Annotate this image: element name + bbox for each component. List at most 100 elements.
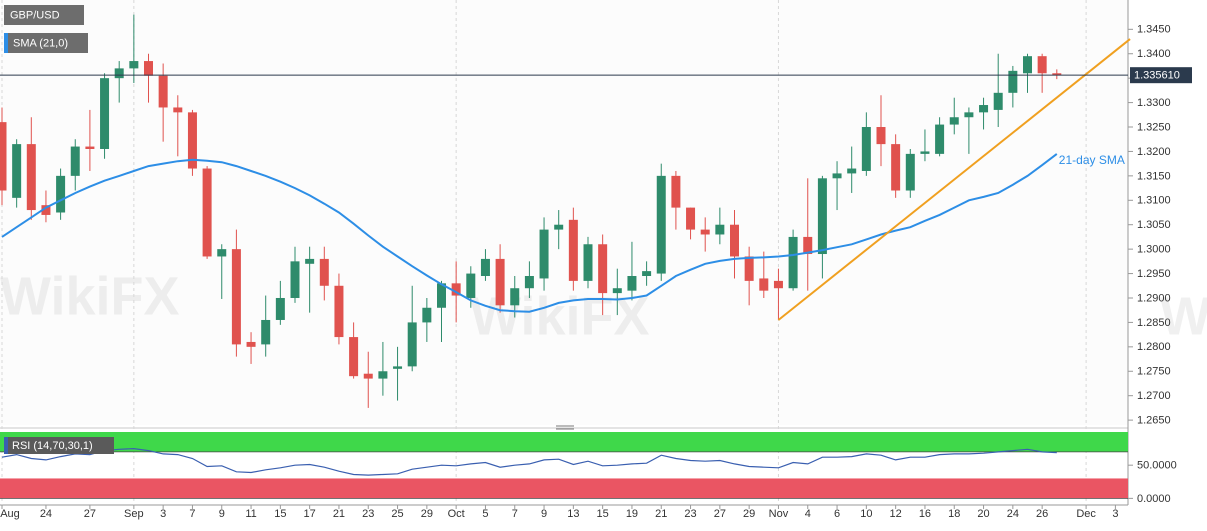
candle-body [56, 175, 66, 213]
sma-legend-label: SMA (21,0) [13, 37, 68, 49]
candle-body [905, 153, 915, 191]
x-tick-label: 5 [482, 508, 488, 520]
candle-body [773, 280, 783, 289]
candle-body [26, 144, 36, 211]
candle-body [261, 319, 271, 345]
candle-body [744, 256, 754, 281]
candle-body [349, 337, 359, 377]
x-tick-label: Sep [124, 508, 144, 520]
x-tick-label: 12 [890, 508, 902, 520]
candle-body [949, 117, 959, 125]
symbol-label: GBP/USD [10, 9, 60, 21]
candle-body [319, 258, 329, 286]
x-tick-label: 9 [541, 508, 547, 520]
x-tick-label: 16 [919, 508, 931, 520]
candle-body [217, 249, 227, 257]
y-tick-label: 1.3100 [1137, 195, 1171, 207]
x-tick-label: 27 [84, 508, 96, 520]
x-tick-label: 25 [391, 508, 403, 520]
candle-body [803, 236, 813, 255]
x-tick-label: Dec [1076, 508, 1096, 520]
x-tick-label: Nov [769, 508, 789, 520]
rsi-band [0, 432, 1128, 452]
sma-line [1, 153, 1058, 313]
watermark: WikiFX [0, 266, 180, 326]
x-tick-label: 7 [512, 508, 518, 520]
y-tick-label: 1.3200 [1137, 146, 1171, 158]
candle-body [407, 322, 417, 367]
x-tick-label: 19 [626, 508, 638, 520]
candle-body [187, 112, 197, 169]
legend: GBP/USD SMA (21,0) RSI (14,70,30,1) [4, 5, 114, 454]
x-tick-label: 17 [304, 508, 316, 520]
y-tick-label: 1.3300 [1137, 97, 1171, 109]
candle-body [612, 288, 622, 294]
sma-legend-box [4, 33, 88, 53]
candle-body [100, 78, 110, 149]
rsi-line [1, 447, 1057, 476]
candle-body [920, 151, 930, 154]
candle-body [1037, 56, 1047, 74]
candle-body [876, 127, 886, 145]
rsi-legend-box [4, 437, 114, 454]
candle-body [173, 107, 183, 113]
x-tick-label: 3 [1112, 508, 1118, 520]
candle-body [1023, 56, 1032, 74]
x-tick-label: 15 [597, 508, 609, 520]
candle-body [246, 341, 256, 347]
candle-body [583, 244, 593, 281]
rsi-band [0, 478, 1128, 499]
candle-body [568, 219, 578, 281]
candle-body [964, 112, 974, 118]
plot-layer: Aug 24 27 Sep 3 7 9 11 15 17 21 23 25 29 Oct 5 7 9 13 15 19 2… [0, 0, 1192, 520]
candle-body [832, 173, 842, 179]
x-tick-label: 29 [743, 508, 755, 520]
candle-body [700, 229, 710, 235]
candle-body [598, 244, 608, 294]
candle-body [759, 278, 769, 291]
y-tick-label: 1.2800 [1137, 341, 1171, 353]
candle-body [730, 224, 739, 257]
candle-body [70, 146, 80, 176]
candle-body [437, 283, 446, 308]
candle-body [495, 258, 505, 306]
candle-body [158, 75, 168, 108]
candle-body [539, 229, 549, 279]
candle-body [788, 236, 798, 289]
candle-body [334, 285, 344, 338]
y-tick-label: 1.2850 [1137, 317, 1171, 329]
candle-body [993, 92, 1003, 110]
y-tick-label: 1.3450 [1137, 24, 1171, 36]
sma-annotation: 21-day SMA [1059, 153, 1125, 167]
candle-body [231, 249, 241, 345]
y-tick-label: 1.3400 [1137, 48, 1171, 60]
candle-body [979, 105, 989, 113]
candle-body [41, 205, 51, 215]
candle-body [817, 178, 827, 255]
candle-body [466, 273, 476, 298]
candle-body [642, 271, 652, 277]
x-tick-label: 20 [977, 508, 989, 520]
candle-body [363, 373, 373, 379]
trendline [777, 38, 1131, 321]
x-tick-label: 10 [860, 508, 872, 520]
candle-body [12, 144, 22, 198]
x-tick-label: 4 [805, 508, 811, 520]
divider-handle[interactable] [556, 425, 574, 430]
sma-legend-swatch [4, 33, 8, 53]
y-tick-label: 50.0000 [1137, 460, 1177, 472]
y-tick-label: 1.2950 [1137, 268, 1171, 280]
candle-body [202, 168, 212, 257]
x-tick-label: 6 [834, 508, 840, 520]
candle-body [422, 307, 432, 323]
x-tick-label: 21 [333, 508, 345, 520]
y-tick-label: 1.2750 [1137, 366, 1171, 378]
candle-body [85, 146, 95, 149]
candle-body [510, 288, 520, 306]
candle-body [686, 207, 696, 230]
candle-body [393, 366, 403, 369]
candle-body [715, 224, 725, 235]
rsi-legend-label: RSI (14,70,30,1) [12, 440, 93, 452]
candle-body [861, 127, 871, 171]
